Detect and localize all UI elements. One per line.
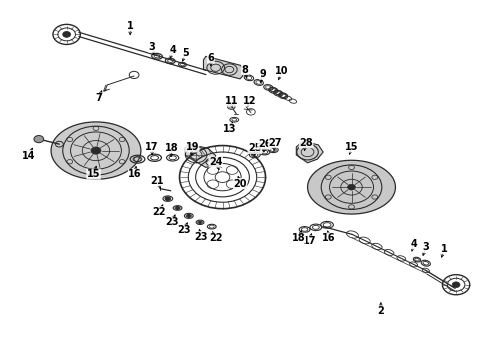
Text: 18: 18 xyxy=(292,233,306,243)
Text: 17: 17 xyxy=(303,236,316,246)
Circle shape xyxy=(34,135,44,143)
Circle shape xyxy=(91,147,101,154)
Polygon shape xyxy=(296,141,323,163)
Circle shape xyxy=(452,282,460,288)
Circle shape xyxy=(187,215,191,217)
Text: 13: 13 xyxy=(222,124,236,134)
Text: 10: 10 xyxy=(275,66,289,76)
Polygon shape xyxy=(203,56,245,79)
Text: 14: 14 xyxy=(22,150,36,161)
Circle shape xyxy=(347,184,355,190)
Text: 25: 25 xyxy=(248,143,262,153)
Text: 8: 8 xyxy=(242,64,248,75)
Text: 28: 28 xyxy=(299,138,313,148)
Text: 16: 16 xyxy=(322,233,336,243)
Circle shape xyxy=(165,197,170,201)
Text: 21: 21 xyxy=(150,176,164,186)
Text: 22: 22 xyxy=(209,233,222,243)
Text: 27: 27 xyxy=(269,138,282,148)
Polygon shape xyxy=(308,160,395,214)
Text: 23: 23 xyxy=(165,217,178,227)
Text: 15: 15 xyxy=(87,169,100,179)
Text: 1: 1 xyxy=(127,21,134,31)
Text: 22: 22 xyxy=(153,207,166,217)
Text: 16: 16 xyxy=(128,169,142,179)
Text: 9: 9 xyxy=(259,69,266,79)
Circle shape xyxy=(227,104,235,109)
Text: 5: 5 xyxy=(182,48,189,58)
Text: 20: 20 xyxy=(233,179,247,189)
Polygon shape xyxy=(51,122,141,179)
Text: 11: 11 xyxy=(224,96,238,106)
Text: 1: 1 xyxy=(441,244,448,254)
Text: 6: 6 xyxy=(207,53,214,63)
Text: 18: 18 xyxy=(165,143,178,153)
Text: 23: 23 xyxy=(177,225,191,235)
Circle shape xyxy=(175,207,179,210)
Text: 19: 19 xyxy=(186,142,199,152)
Circle shape xyxy=(63,32,71,37)
Text: 26: 26 xyxy=(258,139,271,149)
Circle shape xyxy=(198,221,201,224)
Text: 2: 2 xyxy=(377,306,384,316)
Text: 7: 7 xyxy=(95,93,102,103)
Text: 4: 4 xyxy=(170,45,176,55)
Text: 12: 12 xyxy=(243,96,257,106)
Text: 23: 23 xyxy=(194,232,208,242)
Text: 3: 3 xyxy=(422,242,429,252)
Text: 3: 3 xyxy=(149,42,155,52)
Text: 15: 15 xyxy=(345,142,358,152)
Text: 17: 17 xyxy=(146,142,159,152)
Polygon shape xyxy=(185,144,216,167)
Text: 24: 24 xyxy=(209,157,222,167)
Text: 4: 4 xyxy=(410,239,417,249)
